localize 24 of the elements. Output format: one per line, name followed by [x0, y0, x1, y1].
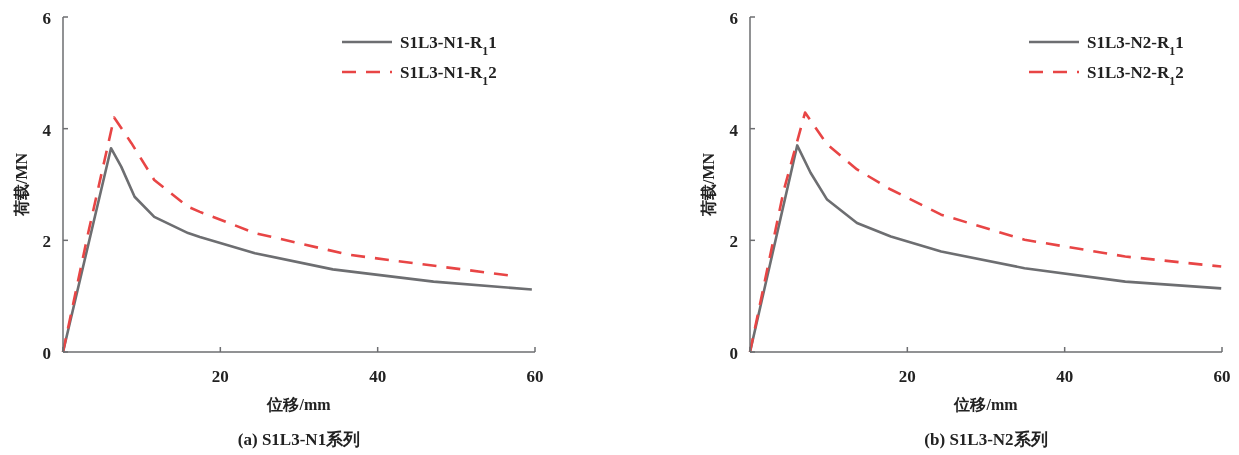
- y-axis-title: 荷载/MN: [700, 152, 717, 218]
- y-tick-label: 4: [729, 120, 739, 140]
- legend-label: S1L3-N1-R$_{1}$1: [400, 33, 497, 58]
- x-tick-label: 20: [211, 367, 229, 386]
- y-tick-label: 6: [729, 9, 738, 28]
- legend-label: S1L3-N2-R$_{1}$2: [1087, 63, 1184, 88]
- legend-label: S1L3-N2-R$_{1}$1: [1087, 33, 1184, 58]
- x-axis-title: 位移/mm: [953, 396, 1019, 413]
- y-tick-label: 0: [729, 344, 738, 363]
- x-tick-label: 60: [1213, 367, 1231, 386]
- y-tick-label: 2: [729, 232, 738, 252]
- y-tick-label: 4: [42, 120, 52, 140]
- text: (b) S1L3-N2系列: [924, 430, 1048, 449]
- x-tick-label: 40: [369, 367, 387, 386]
- x-axis-title: 位移/mm: [266, 396, 332, 413]
- x-tick-label: 40: [1056, 367, 1074, 386]
- y-tick-label: 6: [42, 9, 51, 28]
- y-tick-label: 0: [42, 344, 51, 363]
- text: (a) S1L3-N1系列: [237, 430, 361, 449]
- legend-label: S1L3-N1-R$_{1}$2: [400, 63, 497, 88]
- y-tick-label: 2: [42, 232, 51, 252]
- x-tick-label: 60: [526, 367, 544, 386]
- x-tick-label: 20: [898, 367, 916, 386]
- y-axis-title: 荷载/MN: [13, 152, 30, 218]
